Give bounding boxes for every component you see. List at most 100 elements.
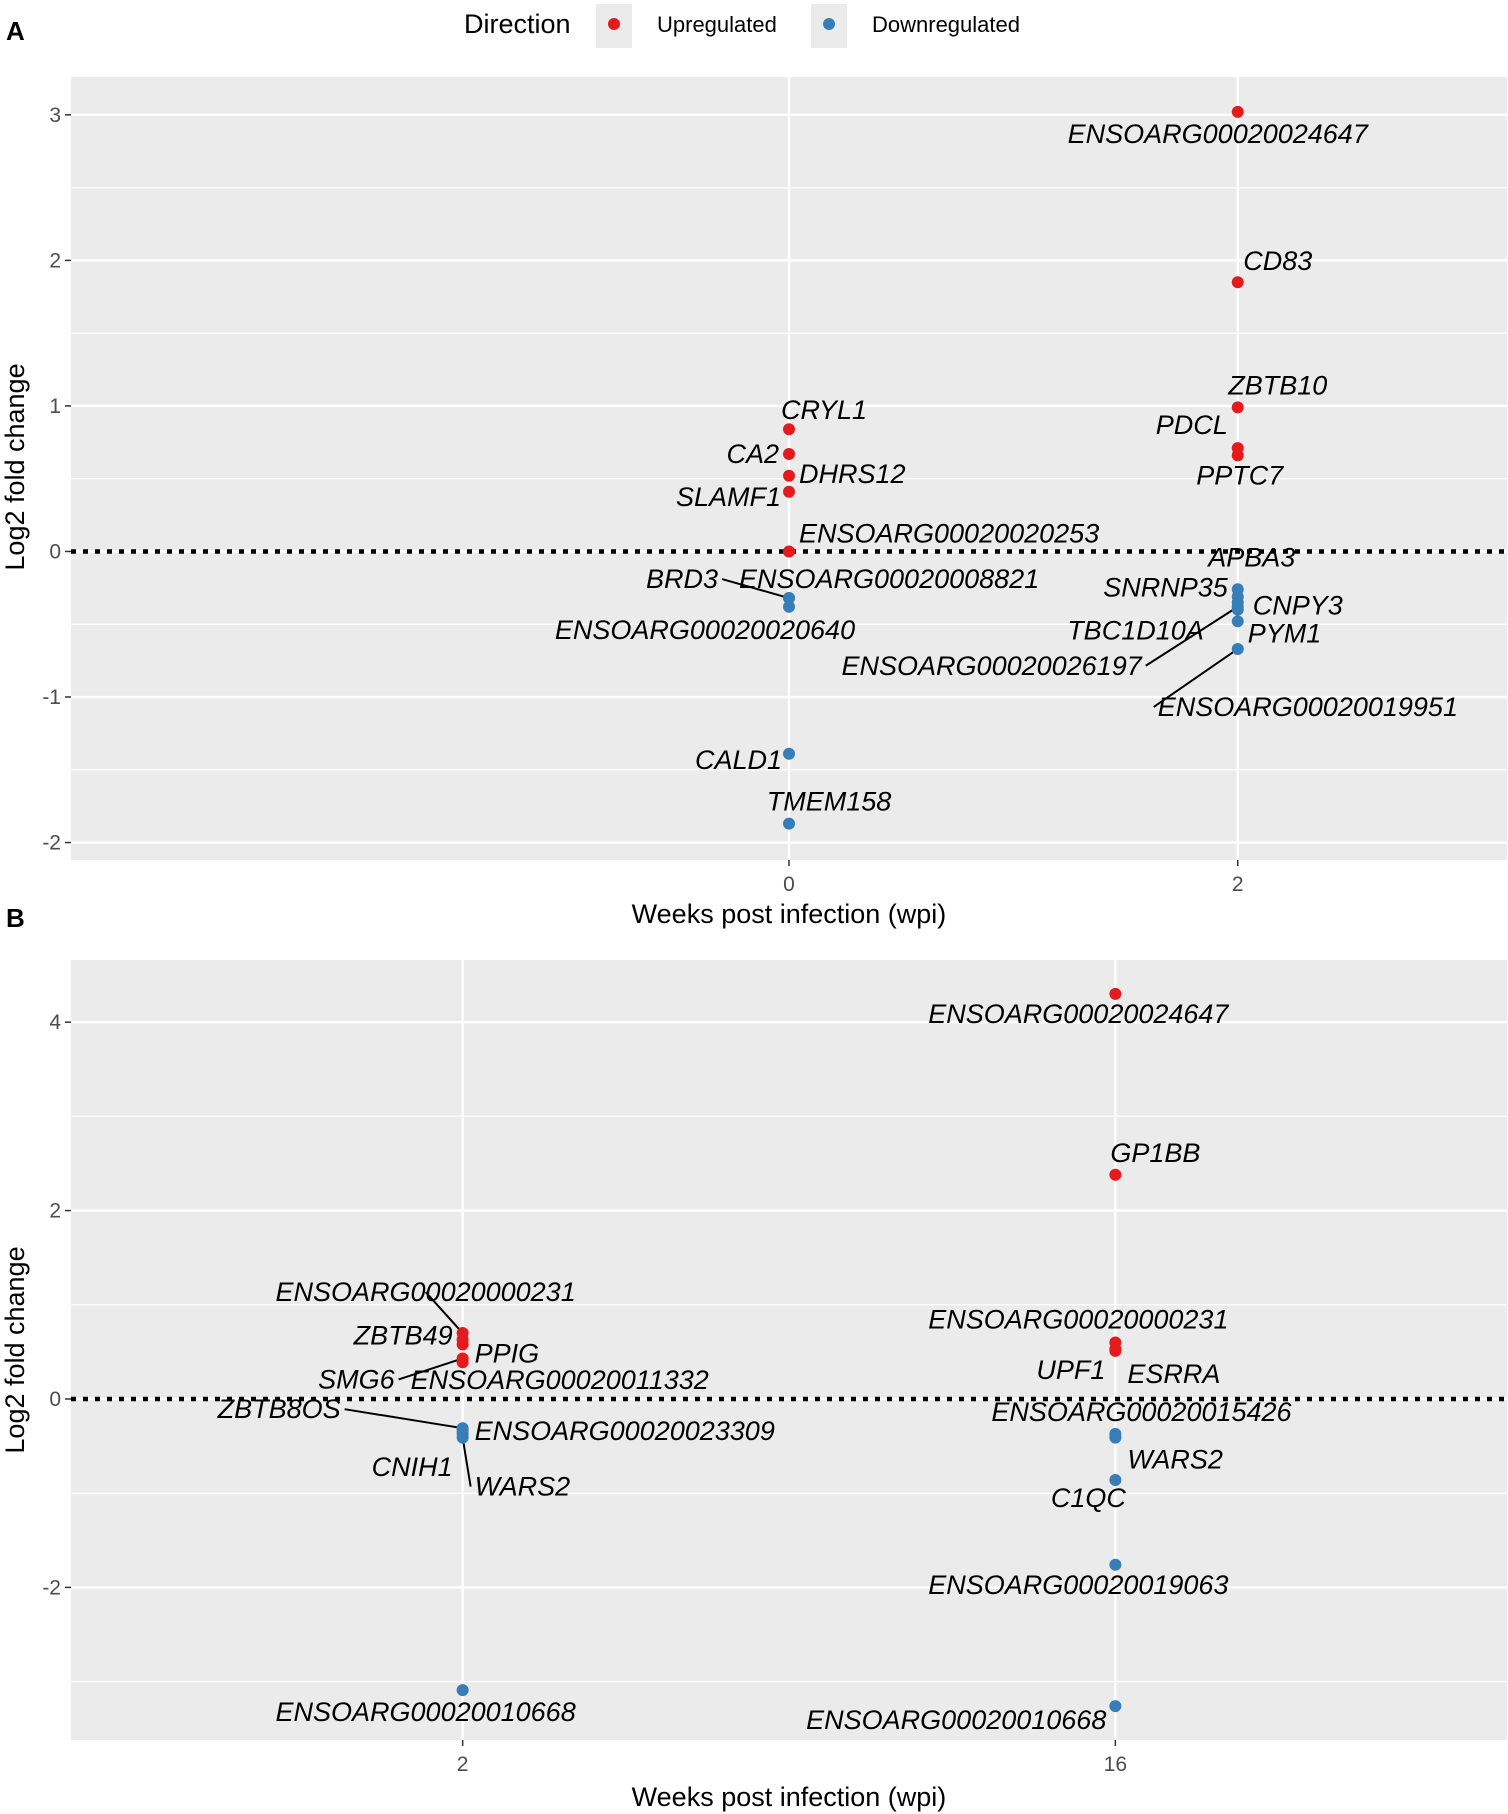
label-leader-line — [461, 1437, 472, 1487]
point-ca2 — [783, 447, 795, 460]
point-ensoarg00020024647 — [1231, 105, 1244, 118]
gene-label-ppig: PPIG — [475, 1338, 540, 1368]
gene-label-zbtb8os: ZBTB8OS — [217, 1394, 341, 1424]
panel-letter-b: B — [6, 903, 25, 933]
legend-label-up: Upregulated — [657, 12, 777, 37]
point-ensoarg00020019951 — [1231, 642, 1244, 655]
y-tick-label: 0 — [49, 540, 61, 563]
gene-label-ensoarg00020011332: ENSOARG00020011332 — [411, 1365, 709, 1395]
point-ensoarg00020011332 — [456, 1356, 469, 1369]
gene-label-wars2: WARS2 — [475, 1472, 571, 1502]
point-pym1 — [1231, 615, 1244, 628]
gene-label-ensoarg00020010668: ENSOARG00020010668 — [806, 1705, 1106, 1735]
point-slamf1 — [783, 485, 795, 498]
panel-a-y-axis-title: Log2 fold change — [0, 363, 30, 570]
legend: Direction Upregulated Downregulated — [464, 4, 1020, 48]
legend-title: Direction — [464, 9, 571, 39]
gene-label-cald1: CALD1 — [695, 745, 782, 775]
gene-label-zbtb49: ZBTB49 — [353, 1321, 453, 1351]
panel-b-x-axis-title: Weeks post infection (wpi) — [632, 1782, 947, 1812]
y-tick-label: -2 — [42, 832, 61, 855]
panel-b-y-axis-title: Log2 fold change — [0, 1246, 30, 1453]
panel-b-grid — [71, 960, 1507, 1740]
legend-label-down: Downregulated — [872, 12, 1020, 37]
label-leader-line — [398, 1357, 463, 1381]
gene-label-pdcl: PDCL — [1156, 410, 1228, 440]
point-ensoarg00020024647 — [1109, 987, 1122, 1000]
y-tick-label: 4 — [49, 1011, 61, 1034]
gene-label-ensoarg00020024647: ENSOARG00020024647 — [928, 999, 1229, 1029]
point-ensoarg00020008821 — [783, 592, 795, 605]
gene-label-gp1bb: GP1BB — [1110, 1138, 1200, 1168]
point-ppig — [456, 1338, 469, 1351]
gene-label-ensoarg00020020640: ENSOARG00020020640 — [555, 615, 855, 645]
gene-label-tbc1d10a: TBC1D10A — [1067, 616, 1204, 646]
gene-label-c1qc: C1QC — [1051, 1483, 1127, 1513]
label-leader-line — [721, 578, 790, 599]
gene-label-ca2: CA2 — [726, 439, 779, 469]
gene-label-tmem158: TMEM158 — [767, 787, 892, 817]
gene-label-brd3: BRD3 — [646, 564, 718, 594]
point-ensoarg00020020253 — [783, 545, 795, 558]
point-esrra — [1109, 1344, 1122, 1357]
gene-label-smg6: SMG6 — [318, 1364, 396, 1394]
panel-a-x-axis-title: Weeks post infection (wpi) — [632, 899, 947, 929]
gene-label-pym1: PYM1 — [1248, 618, 1322, 648]
point-ensoarg00020020640 — [783, 600, 795, 613]
x-tick-label: 2 — [457, 1753, 469, 1776]
gene-label-ensoarg00020019063: ENSOARG00020019063 — [928, 1570, 1228, 1600]
point-cd83 — [1231, 276, 1244, 289]
y-tick-label: -2 — [42, 1576, 61, 1599]
gene-label-ensoarg00020019951: ENSOARG00020019951 — [1158, 692, 1458, 722]
point-dhrs12 — [783, 469, 795, 482]
gene-label-wars2: WARS2 — [1127, 1445, 1223, 1475]
point-cald1 — [783, 747, 795, 760]
gene-label-cnih1: CNIH1 — [372, 1452, 453, 1482]
gene-label-ensoarg00020020253: ENSOARG00020020253 — [799, 518, 1099, 548]
label-leader-line — [1153, 648, 1239, 708]
point-gp1bb — [1109, 1168, 1122, 1181]
gene-label-upf1: UPF1 — [1036, 1355, 1105, 1385]
gene-label-dhrs12: DHRS12 — [799, 459, 906, 489]
point-c1qc — [1109, 1474, 1122, 1486]
x-tick-label: 2 — [1232, 873, 1244, 896]
gene-label-esrra: ESRRA — [1127, 1359, 1220, 1389]
point-pptc7 — [1231, 449, 1244, 462]
panel-letter-a: A — [6, 16, 25, 46]
gene-label-slamf1: SLAMF1 — [676, 482, 781, 512]
label-leader-line — [424, 1291, 464, 1334]
y-tick-label: 2 — [49, 1200, 61, 1223]
point-wars2 — [1109, 1431, 1122, 1444]
panel-b-marks: ENSOARG00020000231 ZBTB49 PPIG SMG6 ENSOARG0… — [71, 987, 1507, 1735]
point-tmem158 — [783, 817, 795, 830]
gene-label-pptc7: PPTC7 — [1196, 460, 1284, 490]
gene-label-ensoarg00020024647: ENSOARG00020024647 — [1068, 119, 1369, 149]
gene-label-snrnp35: SNRNP35 — [1103, 573, 1229, 603]
point-ensoarg00020010668 — [1109, 1700, 1122, 1713]
gene-label-ensoarg00020008821: ENSOARG00020008821 — [739, 564, 1039, 594]
point-wars2 — [456, 1431, 469, 1444]
point-ensoarg00020010668 — [456, 1684, 469, 1697]
point-zbtb10 — [1231, 401, 1244, 414]
gene-label-ensoarg00020000231: ENSOARG00020000231 — [276, 1277, 576, 1307]
point-ensoarg00020026197 — [1231, 600, 1244, 613]
x-tick-label: 0 — [783, 873, 795, 896]
y-tick-label: -1 — [42, 686, 61, 709]
gene-label-ensoarg00020023309: ENSOARG00020023309 — [475, 1416, 775, 1446]
gene-label-zbtb10: ZBTB10 — [1227, 370, 1327, 400]
label-leader-line — [1145, 605, 1239, 667]
panel-b-background — [71, 960, 1507, 1740]
x-tick-label: 16 — [1104, 1753, 1127, 1776]
gene-label-cryl1: CRYL1 — [781, 395, 867, 425]
gene-label-ensoarg00020015426: ENSOARG00020015426 — [991, 1397, 1292, 1427]
gene-label-ensoarg00020000231: ENSOARG00020000231 — [928, 1304, 1228, 1334]
point-ensoarg00020019063 — [1109, 1558, 1122, 1571]
gene-label-ensoarg00020010668: ENSOARG00020010668 — [276, 1697, 576, 1727]
gene-label-ensoarg00020026197: ENSOARG00020026197 — [842, 651, 1143, 681]
legend-dot-down — [823, 18, 835, 30]
y-tick-label: 2 — [49, 249, 61, 272]
